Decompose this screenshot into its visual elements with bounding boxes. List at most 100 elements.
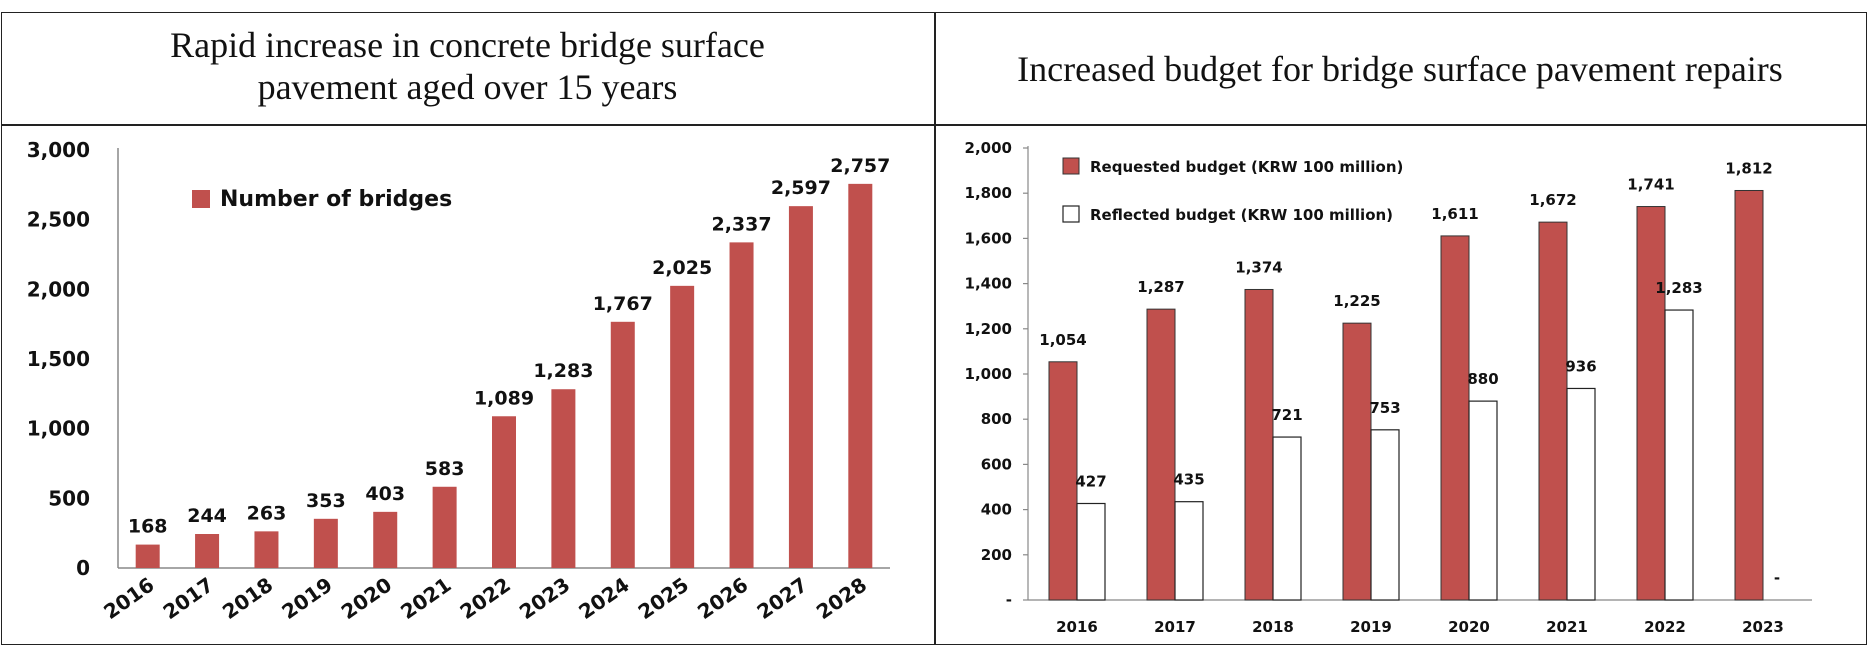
left-x-tick-label: 2019 <box>277 572 336 624</box>
left-bar-value-label: 2,025 <box>652 257 712 279</box>
left-x-tick-label: 2020 <box>337 572 396 624</box>
left-bar <box>254 531 279 568</box>
right-x-tick-label: 2022 <box>1644 618 1686 636</box>
right-requested-value-label: 1,374 <box>1235 258 1282 276</box>
right-reflected-bar <box>1468 400 1498 601</box>
right-x-tick-label: 2016 <box>1056 618 1098 636</box>
left-x-tick-label: 2025 <box>634 572 693 624</box>
right-legend-label-requested: Requested budget (KRW 100 million) <box>1090 158 1403 176</box>
left-y-tick-label: 2,500 <box>27 208 90 232</box>
right-reflected-bar <box>1272 436 1302 601</box>
right-reflected-value-label: - <box>1774 569 1780 587</box>
left-bar-value-label: 1,283 <box>533 360 593 382</box>
right-y-tick-label: 2,000 <box>965 139 1012 157</box>
right-requested-value-label: 1,812 <box>1725 159 1772 177</box>
right-requested-bar <box>1048 361 1078 601</box>
right-requested-value-label: 1,672 <box>1529 191 1576 209</box>
right-reflected-value-label: 936 <box>1565 357 1596 375</box>
right-x-tick-label: 2021 <box>1546 618 1588 636</box>
right-reflected-bar <box>1370 429 1400 601</box>
left-y-tick-label: 500 <box>48 486 90 510</box>
right-requested-bar <box>1244 288 1274 601</box>
right-requested-value-label: 1,741 <box>1627 176 1674 194</box>
right-requested-value-label: 1,054 <box>1039 331 1086 349</box>
right-legend-label-reflected: Reflected budget (KRW 100 million) <box>1090 206 1393 224</box>
right-requested-bar <box>1538 221 1568 601</box>
left-bar-value-label: 2,337 <box>711 213 771 235</box>
right-reflected-value-label: 721 <box>1271 406 1302 424</box>
left-bar <box>848 183 873 568</box>
right-y-tick-label: 1,200 <box>965 320 1012 338</box>
right-y-tick-label: 400 <box>981 501 1012 519</box>
left-y-tick-label: 1,000 <box>27 417 90 441</box>
left-bar-value-label: 2,597 <box>771 177 831 199</box>
left-bar-value-label: 583 <box>425 458 465 480</box>
right-y-tick-label: 1,000 <box>965 365 1012 383</box>
left-bar-value-label: 2,757 <box>830 155 890 177</box>
left-bar <box>373 511 398 568</box>
left-title-line-2: pavement aged over 15 years <box>257 67 678 107</box>
right-reflected-bar <box>1076 502 1106 601</box>
left-bar <box>492 416 516 568</box>
right-x-tick-label: 2020 <box>1448 618 1490 636</box>
right-requested-bar <box>1734 189 1764 601</box>
left-bar <box>610 321 635 568</box>
left-x-tick-label: 2022 <box>455 572 514 624</box>
left-x-tick-label: 2023 <box>515 572 574 624</box>
left-y-tick-label: 1,500 <box>27 347 90 371</box>
panel-divider-horizontal <box>1 124 1867 126</box>
right-reflected-bar <box>1174 501 1204 601</box>
left-bar <box>313 518 338 568</box>
right-y-tick-label: 800 <box>981 410 1012 428</box>
right-reflected-value-label: 435 <box>1173 471 1204 489</box>
right-requested-bar <box>1146 308 1176 601</box>
right-legend-swatch-reflected <box>1062 205 1080 223</box>
left-bar-value-label: 353 <box>306 490 346 512</box>
right-y-tick-label: - <box>1006 591 1012 609</box>
right-legend-swatch-requested <box>1062 157 1080 175</box>
left-x-tick-label: 2016 <box>99 572 158 624</box>
left-x-tick-label: 2027 <box>752 572 811 624</box>
left-bar <box>729 242 754 569</box>
right-y-tick-label: 1,400 <box>965 275 1012 293</box>
right-requested-value-label: 1,611 <box>1431 205 1478 223</box>
right-requested-value-label: 1,225 <box>1333 292 1380 310</box>
right-reflected-value-label: 880 <box>1467 370 1498 388</box>
left-x-tick-label: 2028 <box>812 572 871 624</box>
left-bar-value-label: 1,767 <box>593 293 653 315</box>
right-requested-bar <box>1440 235 1470 601</box>
right-reflected-bar <box>1566 387 1596 601</box>
right-y-tick-label: 1,800 <box>965 184 1012 202</box>
right-panel-title: Increased budget for bridge surface pave… <box>1017 49 1783 89</box>
left-x-tick-label: 2026 <box>693 572 752 624</box>
right-reflected-bar <box>1664 309 1694 601</box>
left-bar <box>432 486 457 568</box>
left-bar-value-label: 168 <box>128 516 168 538</box>
panel-divider-vertical <box>934 12 936 645</box>
right-x-tick-label: 2017 <box>1154 618 1196 636</box>
right-requested-bar <box>1636 206 1666 601</box>
right-y-tick-label: 200 <box>981 546 1012 564</box>
left-x-tick-label: 2021 <box>396 572 455 624</box>
right-reflected-value-label: 1,283 <box>1655 279 1702 297</box>
left-bar <box>551 389 576 568</box>
left-bar-value-label: 244 <box>187 505 227 527</box>
right-y-tick-label: 1,600 <box>965 229 1012 247</box>
right-y-tick-label: 600 <box>981 455 1012 473</box>
left-y-tick-label: 0 <box>76 556 90 580</box>
left-y-tick-label: 2,000 <box>27 277 90 301</box>
left-legend-label: Number of bridges <box>220 187 452 212</box>
left-bar-value-label: 403 <box>365 483 405 505</box>
right-x-tick-label: 2023 <box>1742 618 1784 636</box>
left-y-tick-label: 3,000 <box>27 138 90 162</box>
left-x-tick-label: 2024 <box>574 572 633 624</box>
left-title-line-1: Rapid increase in concrete bridge surfac… <box>170 25 765 65</box>
left-bar-value-label: 1,089 <box>474 387 534 409</box>
left-x-tick-label: 2018 <box>218 572 277 624</box>
right-requested-value-label: 1,287 <box>1137 278 1184 296</box>
left-bar-value-label: 263 <box>247 502 287 524</box>
right-requested-bar <box>1342 322 1372 601</box>
left-bar <box>670 285 695 568</box>
right-reflected-value-label: 427 <box>1075 472 1106 490</box>
